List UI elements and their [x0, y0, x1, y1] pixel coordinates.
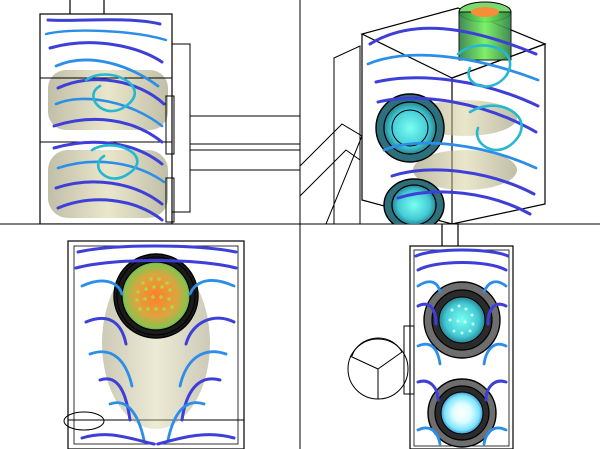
- front-ports: [423, 281, 501, 448]
- iso-side-ports: [375, 93, 445, 224]
- front-streamlines: [414, 248, 510, 446]
- side-shell: [39, 0, 173, 224]
- left-side-view: [39, 0, 300, 224]
- side-pipe-structure: [165, 43, 300, 223]
- top-streamlines: [74, 244, 238, 446]
- top-view: [63, 240, 245, 449]
- front-view: [347, 224, 514, 449]
- front-fan-symbol: [347, 337, 409, 400]
- iso-streamlines: [366, 26, 540, 216]
- top-inlet-disk: [113, 253, 199, 339]
- side-streamlines: [44, 18, 168, 222]
- isometric-view: [300, 1, 547, 224]
